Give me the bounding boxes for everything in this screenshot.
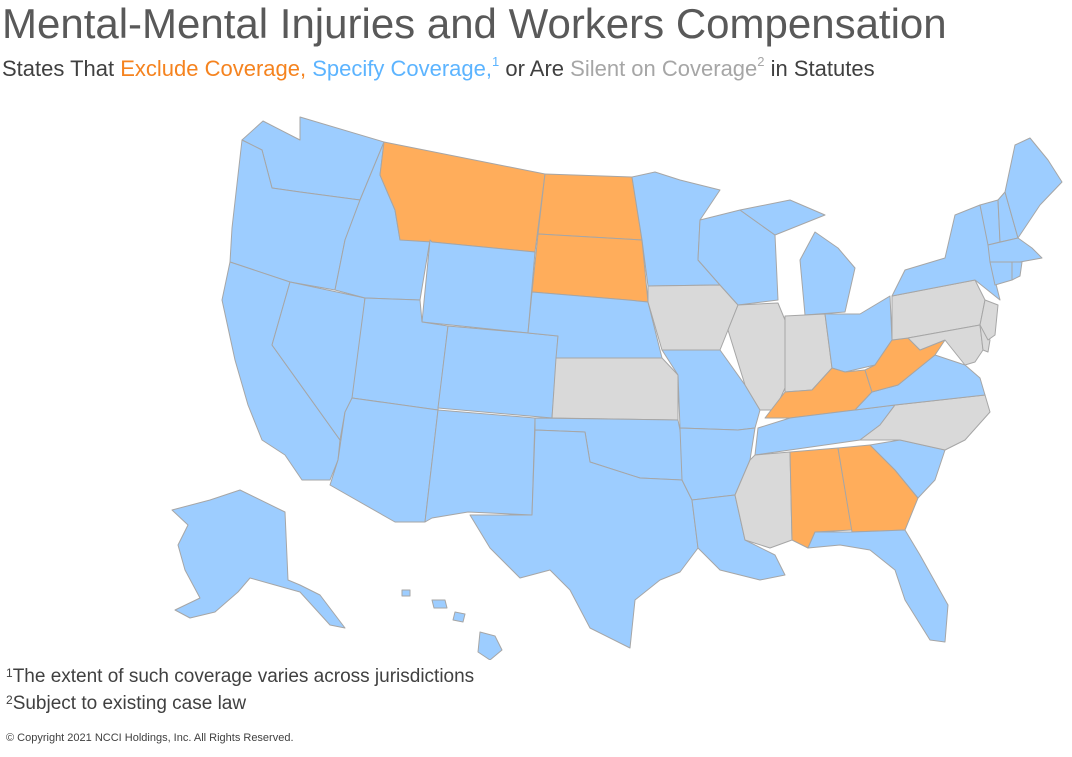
copyright: © Copyright 2021 NCCI Holdings, Inc. All… [6,732,294,744]
subtitle-suffix: in Statutes [764,56,875,81]
state-fl[interactable] [807,529,949,643]
subtitle-prefix: States That [2,56,121,81]
subtitle: States That Exclude Coverage, Specify Co… [2,54,875,82]
specify-footnote-mark: 1 [492,54,500,69]
state-co[interactable] [437,325,559,419]
page-title: Mental-Mental Injuries and Workers Compe… [2,0,947,47]
state-ak[interactable] [171,489,346,629]
subtitle-middle: or Are [499,56,571,81]
footnote-2: 2Subject to existing case law [6,693,246,715]
state-ks[interactable] [551,357,679,421]
footnote-2-text: Subject to existing case law [12,693,247,714]
silent-label: Silent on Coverage [570,56,758,81]
footnote-2-mark: 2 [6,693,13,707]
exclude-label: Exclude Coverage, [120,56,307,81]
state-ri[interactable] [1011,261,1023,281]
state-hi[interactable] [401,589,503,660]
state-sd[interactable] [531,233,649,303]
state-az[interactable] [329,397,439,523]
silent-footnote-mark: 2 [757,54,765,69]
state-wy[interactable] [421,239,536,334]
specify-label: Specify Coverage, [312,56,492,81]
footnote-1-mark: 1 [6,666,13,680]
state-nj[interactable] [979,299,999,341]
state-nd[interactable] [537,173,643,241]
us-map [171,116,1063,660]
state-nm[interactable] [424,409,536,523]
state-nc[interactable] [859,394,991,451]
footnote-1-text: The extent of such coverage varies acros… [12,666,475,687]
state-tx[interactable] [469,429,699,649]
state-ia[interactable] [647,284,739,351]
footnote-1: 1The extent of such coverage varies acro… [6,666,474,688]
state-mt[interactable] [379,141,546,253]
state-me[interactable] [1004,137,1063,239]
